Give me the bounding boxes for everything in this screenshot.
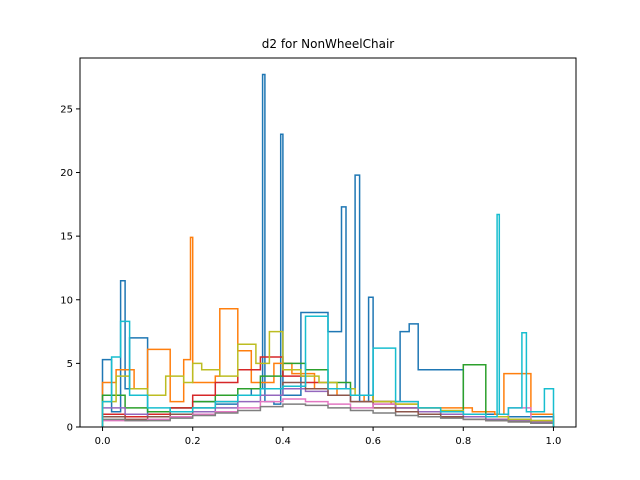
series-line-1	[101, 73, 555, 427]
chart-title: d2 for NonWheelChair	[262, 37, 395, 51]
x-axis: 0.0 0.2 0.4 0.6 0.8 1.0	[95, 427, 562, 447]
y-tick-label: 10	[60, 295, 73, 306]
y-tick-label: 15	[60, 232, 73, 243]
x-tick-label: 0.6	[365, 436, 381, 447]
series-line-8	[101, 403, 555, 427]
y-tick-label: 0	[67, 423, 73, 434]
series-line-2	[101, 236, 555, 427]
x-tick-label: 0.8	[455, 436, 471, 447]
x-tick-label: 0.0	[95, 436, 111, 447]
y-tick-label: 20	[60, 168, 73, 179]
plot-frame	[79, 57, 577, 428]
series-line-10	[101, 213, 555, 427]
y-tick-label: 25	[60, 104, 73, 115]
y-tick-label: 5	[67, 359, 73, 370]
y-axis: 0 5 10 15 20 25	[60, 104, 80, 434]
x-tick-label: 0.4	[275, 436, 291, 447]
x-tick-label: 0.2	[185, 436, 201, 447]
x-tick-label: 1.0	[546, 436, 562, 447]
series-layer	[101, 73, 555, 427]
